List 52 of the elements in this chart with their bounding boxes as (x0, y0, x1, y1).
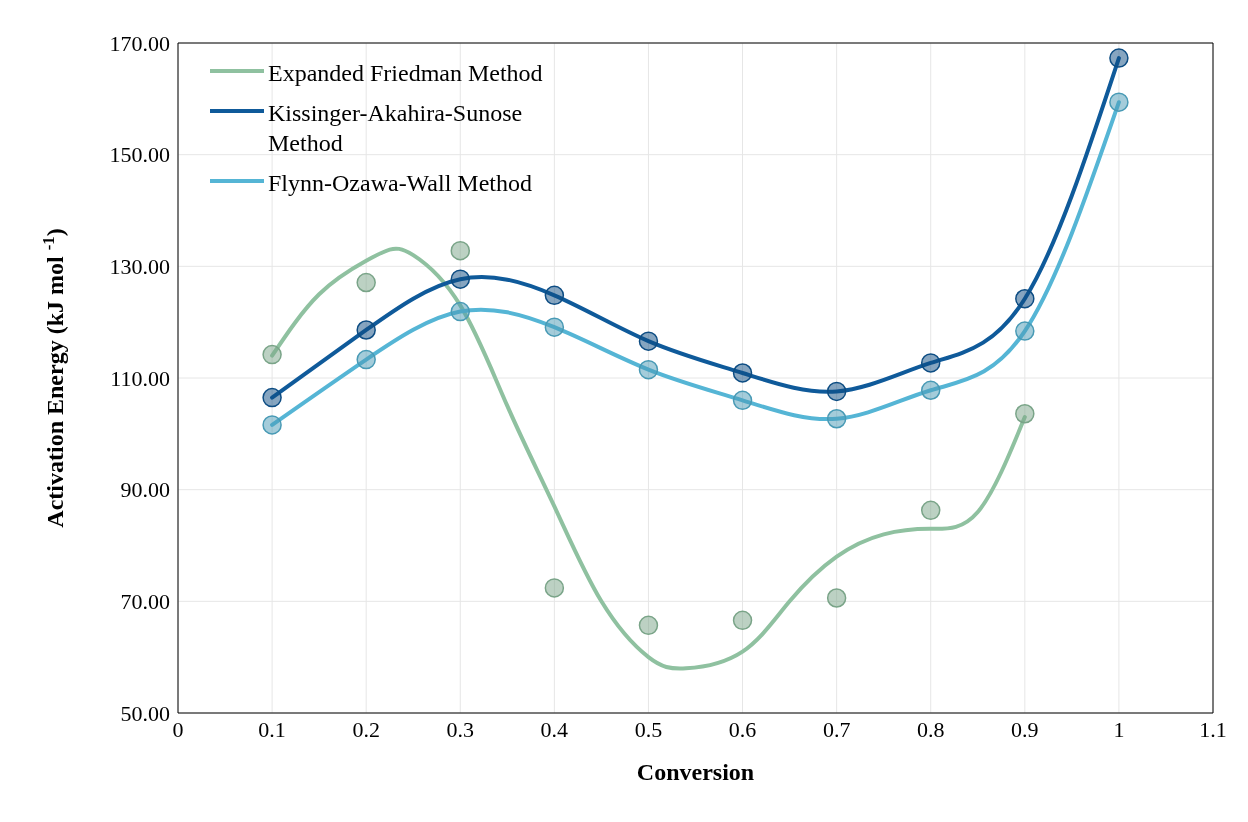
x-tick-label: 0.1 (258, 716, 286, 742)
y-tick-label: 70.00 (120, 589, 170, 615)
point (544, 578, 565, 598)
x-axis-title: Conversion (636, 759, 755, 785)
point (356, 349, 376, 370)
x-tick-label: 0.8 (916, 716, 945, 742)
legend-label: Flynn-Ozawa-Wall Method (268, 169, 532, 198)
x-tick-label: 0.7 (822, 716, 851, 742)
point (450, 301, 471, 322)
point (920, 500, 941, 521)
y-tick-label: 110.00 (110, 365, 170, 391)
point (450, 269, 471, 289)
x-tick-label: 0.5 (634, 716, 663, 742)
point (826, 409, 847, 429)
point (920, 380, 941, 401)
point (826, 381, 847, 402)
x-tick-label: 0.3 (446, 716, 475, 742)
point (1015, 403, 1035, 424)
point (450, 240, 471, 261)
x-tick-label: 1 (1113, 716, 1125, 742)
x-tick-label: 0.4 (540, 716, 569, 742)
point (638, 359, 659, 380)
y-tick-label: 130.00 (109, 254, 170, 280)
point (544, 317, 565, 337)
point (356, 272, 376, 293)
x-tick-label: 0.9 (1011, 716, 1039, 742)
point (1015, 288, 1035, 309)
point (732, 610, 753, 631)
point (262, 415, 282, 435)
x-tick-label: 0 (172, 716, 184, 742)
point (262, 387, 282, 408)
point (638, 615, 659, 636)
x-tick-label: 1.1 (1199, 716, 1227, 742)
point (1015, 321, 1035, 341)
point (262, 344, 282, 365)
point (638, 331, 659, 351)
y-tick-label: 50.00 (120, 700, 170, 726)
point (732, 363, 753, 383)
x-tick-label: 0.6 (728, 716, 757, 742)
y-tick-label: 90.00 (120, 477, 170, 503)
point (1109, 92, 1129, 112)
y-tick-label: 170.00 (109, 30, 170, 56)
point (826, 588, 847, 608)
point (732, 390, 753, 411)
point (544, 285, 565, 306)
point (356, 320, 376, 340)
point (920, 353, 941, 373)
x-tick-label: 0.2 (352, 716, 380, 742)
legend-label: Expanded Friedman Method (268, 59, 543, 88)
legend-label: Kissinger-Akahira-Sunose Method (268, 99, 524, 158)
point (1109, 48, 1129, 68)
y-tick-label: 150.00 (109, 142, 170, 168)
